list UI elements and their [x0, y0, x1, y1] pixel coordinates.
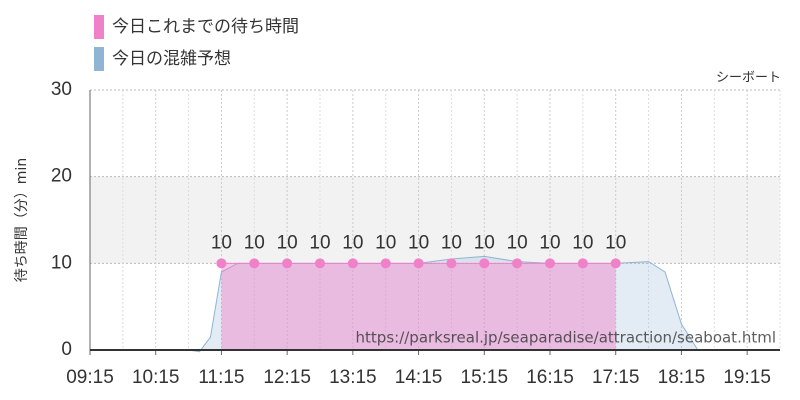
data-label: 10 [408, 232, 429, 253]
data-label: 10 [211, 232, 232, 253]
data-label: 10 [474, 232, 495, 253]
data-label: 10 [441, 232, 462, 253]
x-tick-label: 12:15 [263, 367, 311, 388]
data-label: 10 [244, 232, 265, 253]
data-point [249, 258, 260, 269]
data-label: 10 [507, 232, 528, 253]
data-point [413, 258, 424, 269]
data-point [577, 258, 588, 269]
data-label: 10 [277, 232, 298, 253]
legend-swatch [94, 15, 104, 39]
x-tick-label: 13:15 [329, 367, 377, 388]
watermark: https://parksreal.jp/seaparadise/attract… [356, 329, 776, 347]
x-tick-label: 11:15 [198, 367, 244, 388]
legend-swatch [94, 47, 104, 71]
area-fill [221, 263, 616, 350]
legend-label: 今日これまでの待ち時間 [112, 17, 299, 37]
data-point [545, 258, 555, 269]
x-tick-label: 14:15 [395, 367, 443, 388]
x-tick-label: 17:15 [592, 367, 640, 388]
data-point [479, 258, 490, 269]
area-fill [90, 256, 780, 352]
data-label: 10 [572, 232, 593, 253]
data-label: 10 [342, 232, 363, 253]
y-axis-label: 待ち時間（分）min [14, 158, 30, 282]
y-tick-label: 20 [51, 166, 72, 187]
y-tick-label: 30 [51, 79, 72, 100]
data-point [216, 258, 227, 269]
x-tick-label: 15:15 [461, 367, 509, 388]
data-point [315, 258, 325, 269]
x-tick-label: 10:15 [132, 367, 180, 388]
x-tick-label: 18:15 [658, 367, 706, 388]
data-label: 10 [539, 232, 560, 253]
y-tick-label: 10 [51, 252, 72, 273]
highlight-band [90, 176, 780, 264]
data-point [347, 258, 358, 269]
annotation: シーボート [716, 71, 781, 86]
data-label: 10 [605, 232, 626, 253]
y-tick-label: 0 [61, 339, 72, 360]
x-tick-label: 19:15 [723, 367, 771, 388]
legend-label: 今日の混雑予想 [112, 49, 231, 69]
x-tick-label: 09:15 [66, 367, 114, 388]
data-point [512, 258, 523, 269]
data-label: 10 [309, 232, 330, 253]
data-label: 10 [375, 232, 396, 253]
data-point [446, 258, 457, 269]
data-point [380, 258, 391, 269]
x-tick-label: 16:15 [526, 367, 574, 388]
data-point [610, 258, 621, 269]
data-point [282, 258, 293, 269]
